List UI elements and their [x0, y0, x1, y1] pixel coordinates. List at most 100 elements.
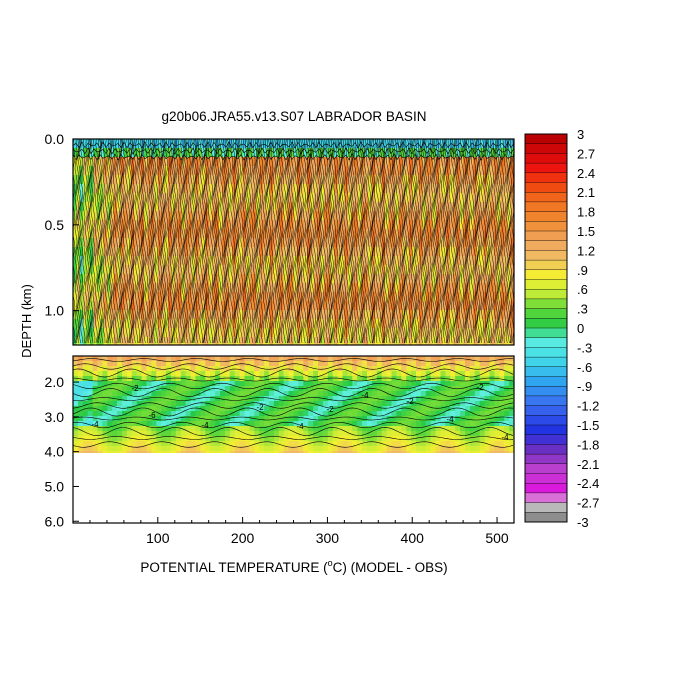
field-cell — [416, 411, 422, 417]
field-cell — [89, 337, 94, 345]
field-cell — [429, 139, 434, 149]
contour-line — [471, 139, 474, 344]
contour-line — [404, 139, 408, 344]
field-cell — [117, 391, 123, 397]
field-cell — [136, 401, 143, 407]
field-cell — [191, 166, 196, 176]
field-cell — [73, 396, 79, 402]
field-cell — [259, 337, 264, 345]
field-cell — [107, 416, 113, 422]
field-cell — [347, 265, 352, 275]
field-cell — [286, 319, 291, 329]
field-cell — [425, 446, 432, 452]
field-cell — [503, 220, 508, 230]
field-cell — [208, 157, 213, 167]
field-cell — [151, 366, 157, 372]
field-cell — [452, 184, 457, 194]
field-cell — [450, 386, 456, 392]
contour-line — [432, 139, 436, 344]
field-cell — [195, 416, 201, 422]
field-cell — [463, 328, 468, 338]
field-cell — [402, 148, 407, 158]
field-cell — [340, 247, 345, 257]
field-cell — [243, 346, 247, 356]
field-cell — [103, 238, 108, 248]
field-cell — [262, 211, 267, 221]
field-cell — [225, 166, 230, 176]
field-cell — [215, 406, 221, 412]
field-cell — [262, 202, 267, 212]
field-cell — [337, 451, 344, 453]
contour-line — [267, 139, 270, 344]
field-cell — [218, 238, 223, 248]
field-cell — [324, 319, 329, 329]
field-cell — [497, 211, 502, 221]
field-cell — [244, 381, 250, 387]
field-cell — [490, 211, 495, 221]
field-cell — [164, 328, 169, 338]
field-cell — [324, 247, 329, 257]
field-cell — [224, 431, 231, 437]
field-cell — [338, 346, 342, 356]
field-cell — [110, 283, 115, 293]
field-cell — [205, 229, 210, 239]
field-cell — [422, 211, 427, 221]
field-cell — [141, 366, 148, 372]
field-cell — [92, 446, 99, 452]
field-cell — [449, 202, 454, 212]
field-cell — [320, 229, 325, 239]
field-cell — [73, 229, 77, 239]
field-cell — [307, 193, 312, 203]
field-cell — [202, 346, 206, 356]
field-cell — [473, 247, 478, 257]
field-cell — [361, 202, 366, 212]
contour-line — [424, 139, 428, 344]
field-cell — [313, 229, 318, 239]
field-cell — [195, 211, 200, 221]
contour-line — [204, 139, 208, 344]
field-cell — [480, 328, 485, 338]
field-cell — [113, 274, 118, 284]
field-cell — [430, 361, 437, 367]
field-cell — [141, 391, 148, 397]
field-cell — [218, 256, 223, 266]
field-cell — [440, 436, 446, 442]
field-cell — [131, 441, 138, 447]
field-cell — [184, 337, 189, 345]
field-cell — [97, 366, 103, 372]
field-cell — [174, 247, 179, 257]
field-cell — [415, 265, 420, 275]
contour-line — [337, 139, 341, 344]
field-cell — [184, 283, 189, 293]
field-cell — [106, 256, 111, 266]
field-cell — [420, 441, 427, 447]
field-cell — [460, 386, 466, 392]
field-cell — [151, 301, 156, 311]
field-cell — [212, 346, 216, 356]
field-cell — [449, 256, 454, 266]
contour-line — [212, 139, 215, 344]
field-cell — [171, 301, 176, 311]
field-cell — [313, 301, 318, 311]
contour-line — [216, 139, 219, 344]
field-cell — [106, 283, 111, 293]
field-cell — [463, 283, 468, 293]
field-cell — [500, 229, 505, 239]
field-cell — [388, 301, 393, 311]
field-cell — [83, 292, 88, 302]
field-cell — [234, 426, 241, 432]
field-cell — [262, 166, 267, 176]
field-cell — [77, 401, 84, 407]
contour-line — [505, 139, 509, 344]
field-cell — [117, 346, 121, 356]
field-cell — [337, 247, 342, 257]
field-cell — [122, 371, 128, 377]
field-cell — [110, 166, 115, 176]
field-cell — [136, 366, 143, 372]
field-cell — [220, 396, 226, 402]
field-cell — [127, 283, 132, 293]
field-cell — [154, 346, 158, 356]
field-cell — [77, 411, 84, 417]
field-cell — [242, 319, 247, 329]
field-cell — [166, 451, 172, 453]
